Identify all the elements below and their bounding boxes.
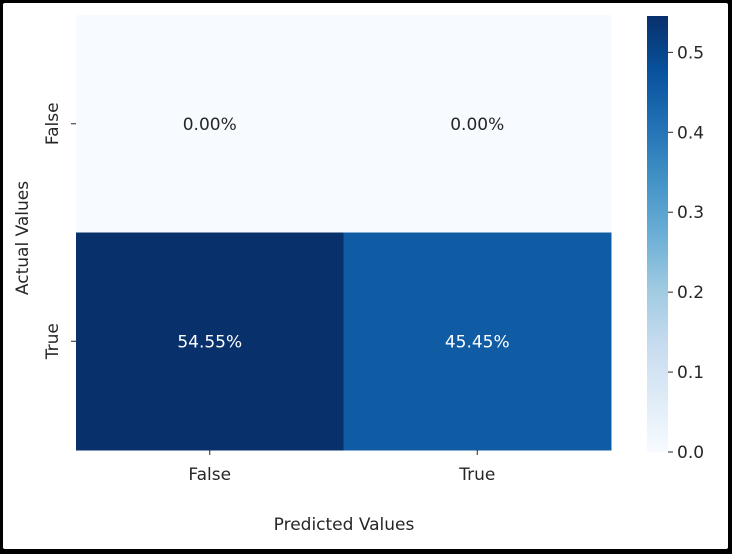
y-axis-ticks: False True: [43, 102, 76, 360]
heatmap-cell-labels: 0.00% 0.00% 54.55% 45.45%: [177, 115, 509, 353]
colorbar-tick-label: 0.1: [677, 363, 704, 383]
heatmap-cell-label: 0.00%: [183, 115, 237, 135]
y-tick-label: False: [43, 102, 63, 145]
colorbar-tick-label: 0.4: [677, 123, 704, 143]
colorbar-tick-label: 0.3: [677, 203, 704, 223]
heatmap-cell: [343, 232, 612, 451]
heatmap-cell-label: 54.55%: [177, 332, 242, 352]
x-axis-title: Predicted Values: [274, 515, 415, 535]
colorbar-ticks: 0.0 0.1 0.2 0.3 0.4 0.5: [668, 43, 704, 463]
heatmap-cell-label: 45.45%: [445, 332, 510, 352]
colorbar-tick-label: 0.0: [677, 443, 704, 463]
y-axis-title: Actual Values: [13, 181, 33, 295]
y-tick-label: True: [43, 323, 63, 360]
x-axis-ticks: False True: [188, 450, 495, 485]
x-tick-label: False: [188, 465, 231, 485]
colorbar: [647, 16, 668, 452]
x-tick-label: True: [458, 465, 495, 485]
heatmap-cell: [76, 232, 344, 451]
colorbar-tick-label: 0.5: [677, 43, 704, 63]
heatmap-cell: [76, 15, 344, 233]
heatmap-cell: [343, 15, 612, 233]
heatmap-cells: [76, 15, 612, 451]
colorbar-tick-label: 0.2: [677, 283, 704, 303]
heatmap-cell-label: 0.00%: [450, 115, 504, 135]
